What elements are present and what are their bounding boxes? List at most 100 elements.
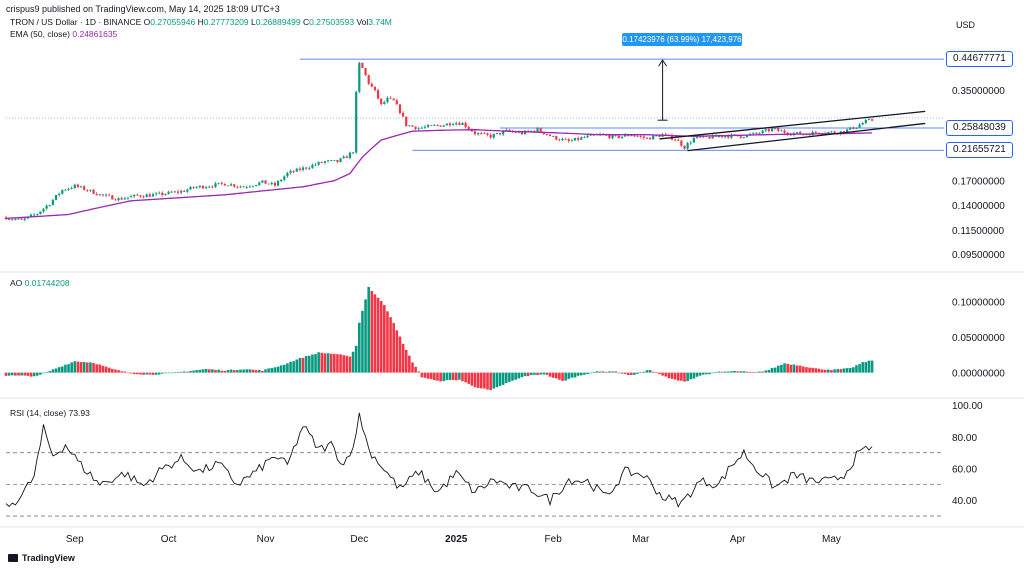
ao-bar [802, 366, 805, 373]
ao-bar [676, 372, 680, 381]
ao-axis-tick: 0.05000000 [952, 333, 1005, 344]
ao-bar [733, 370, 736, 373]
candle-body [239, 186, 242, 188]
ao-bar [573, 372, 577, 378]
ao-bar [367, 287, 370, 373]
ao-bar [95, 364, 98, 373]
ao-bar [117, 370, 120, 373]
candle-body [445, 123, 448, 126]
ao-bar [398, 336, 402, 373]
ao-bar [70, 362, 73, 373]
candle-body [111, 195, 114, 200]
candle-body [452, 124, 455, 126]
ao-bar [764, 370, 768, 373]
ao-bar [179, 371, 183, 373]
ao-bar [14, 372, 17, 376]
candle-body [411, 125, 414, 127]
candle-body [573, 138, 577, 141]
candle-body [373, 86, 377, 91]
candle-body [408, 125, 411, 127]
ao-bar [379, 301, 383, 373]
candle-body [633, 135, 636, 137]
ao-bar [467, 372, 471, 384]
candle-body [317, 162, 320, 165]
measure-arrow-head [658, 59, 668, 67]
tradingview-logo-icon [8, 554, 18, 562]
ao-bar [264, 369, 267, 373]
candle-body [208, 186, 211, 188]
candle-body [376, 90, 380, 99]
candle-body [101, 194, 105, 196]
ao-bar [423, 372, 427, 378]
ao-bar [111, 368, 114, 373]
ao-bar [342, 355, 345, 373]
ao-bar [404, 349, 408, 373]
price-axis-tick: 0.09500000 [952, 250, 1005, 261]
ao-bar [189, 370, 192, 373]
candle-body [805, 134, 808, 136]
ao-bar [673, 372, 677, 380]
candle-body [255, 184, 258, 186]
ao-bar [529, 372, 533, 376]
ohlc-key-vol: Vol [354, 17, 369, 27]
candle-body [486, 133, 489, 135]
candle-body [789, 134, 792, 136]
ao-bar [411, 362, 414, 373]
candle-body [326, 160, 330, 162]
ao-bar [611, 371, 614, 373]
ao-bar [739, 371, 743, 373]
ao-bar [842, 368, 846, 373]
candle-body [448, 123, 452, 126]
ao-bar [523, 372, 527, 377]
rsi-legend: RSI (14, close) 73.93 [10, 408, 90, 418]
ao-bar [608, 371, 611, 373]
candle-body [298, 168, 302, 171]
candle-body [211, 186, 214, 188]
ao-bar [229, 369, 233, 373]
ao-bar [420, 372, 424, 378]
ao-bar [236, 370, 239, 373]
ao-bar [823, 369, 827, 373]
candle-body [545, 134, 549, 135]
ao-bar [630, 372, 633, 375]
ao-value: 0.01744208 [24, 278, 70, 288]
candle-body [642, 136, 645, 138]
candle-body [683, 145, 686, 149]
candle-body [117, 198, 120, 201]
candle-body [539, 128, 542, 132]
ao-bar [489, 372, 492, 391]
candle-body [764, 129, 767, 131]
ao-bar [458, 372, 461, 380]
ao-bar [145, 372, 148, 375]
candle-body [392, 98, 395, 101]
channel-upper-line [659, 110, 926, 140]
rsi-axis-tick: 80.00 [952, 433, 977, 444]
ao-bar [583, 372, 586, 375]
candle-body [198, 185, 201, 188]
ao-bar [326, 353, 330, 373]
ao-bar [836, 369, 839, 373]
candle-body [355, 91, 358, 153]
ao-bar [298, 357, 302, 373]
candle-body [183, 191, 186, 192]
candle-body [861, 123, 864, 125]
ao-bar [848, 367, 852, 373]
x-axis-label: Feb [545, 534, 563, 545]
ao-bar [617, 372, 621, 374]
ao-bar [539, 372, 542, 375]
ao-bar [714, 372, 718, 373]
candle-body [54, 194, 58, 200]
ao-bar [401, 343, 405, 373]
ema-legend: EMA (50, close) 0.24861635 [10, 29, 117, 39]
ao-bar [107, 367, 111, 373]
candle-body [342, 156, 345, 159]
candle-body [11, 219, 14, 220]
candle-body [483, 133, 486, 135]
ao-bar [101, 365, 105, 373]
currency-label: USD [956, 20, 976, 30]
candle-body [314, 164, 317, 166]
candle-body [833, 131, 836, 133]
candle-body [148, 194, 151, 197]
ao-bar [201, 369, 205, 373]
